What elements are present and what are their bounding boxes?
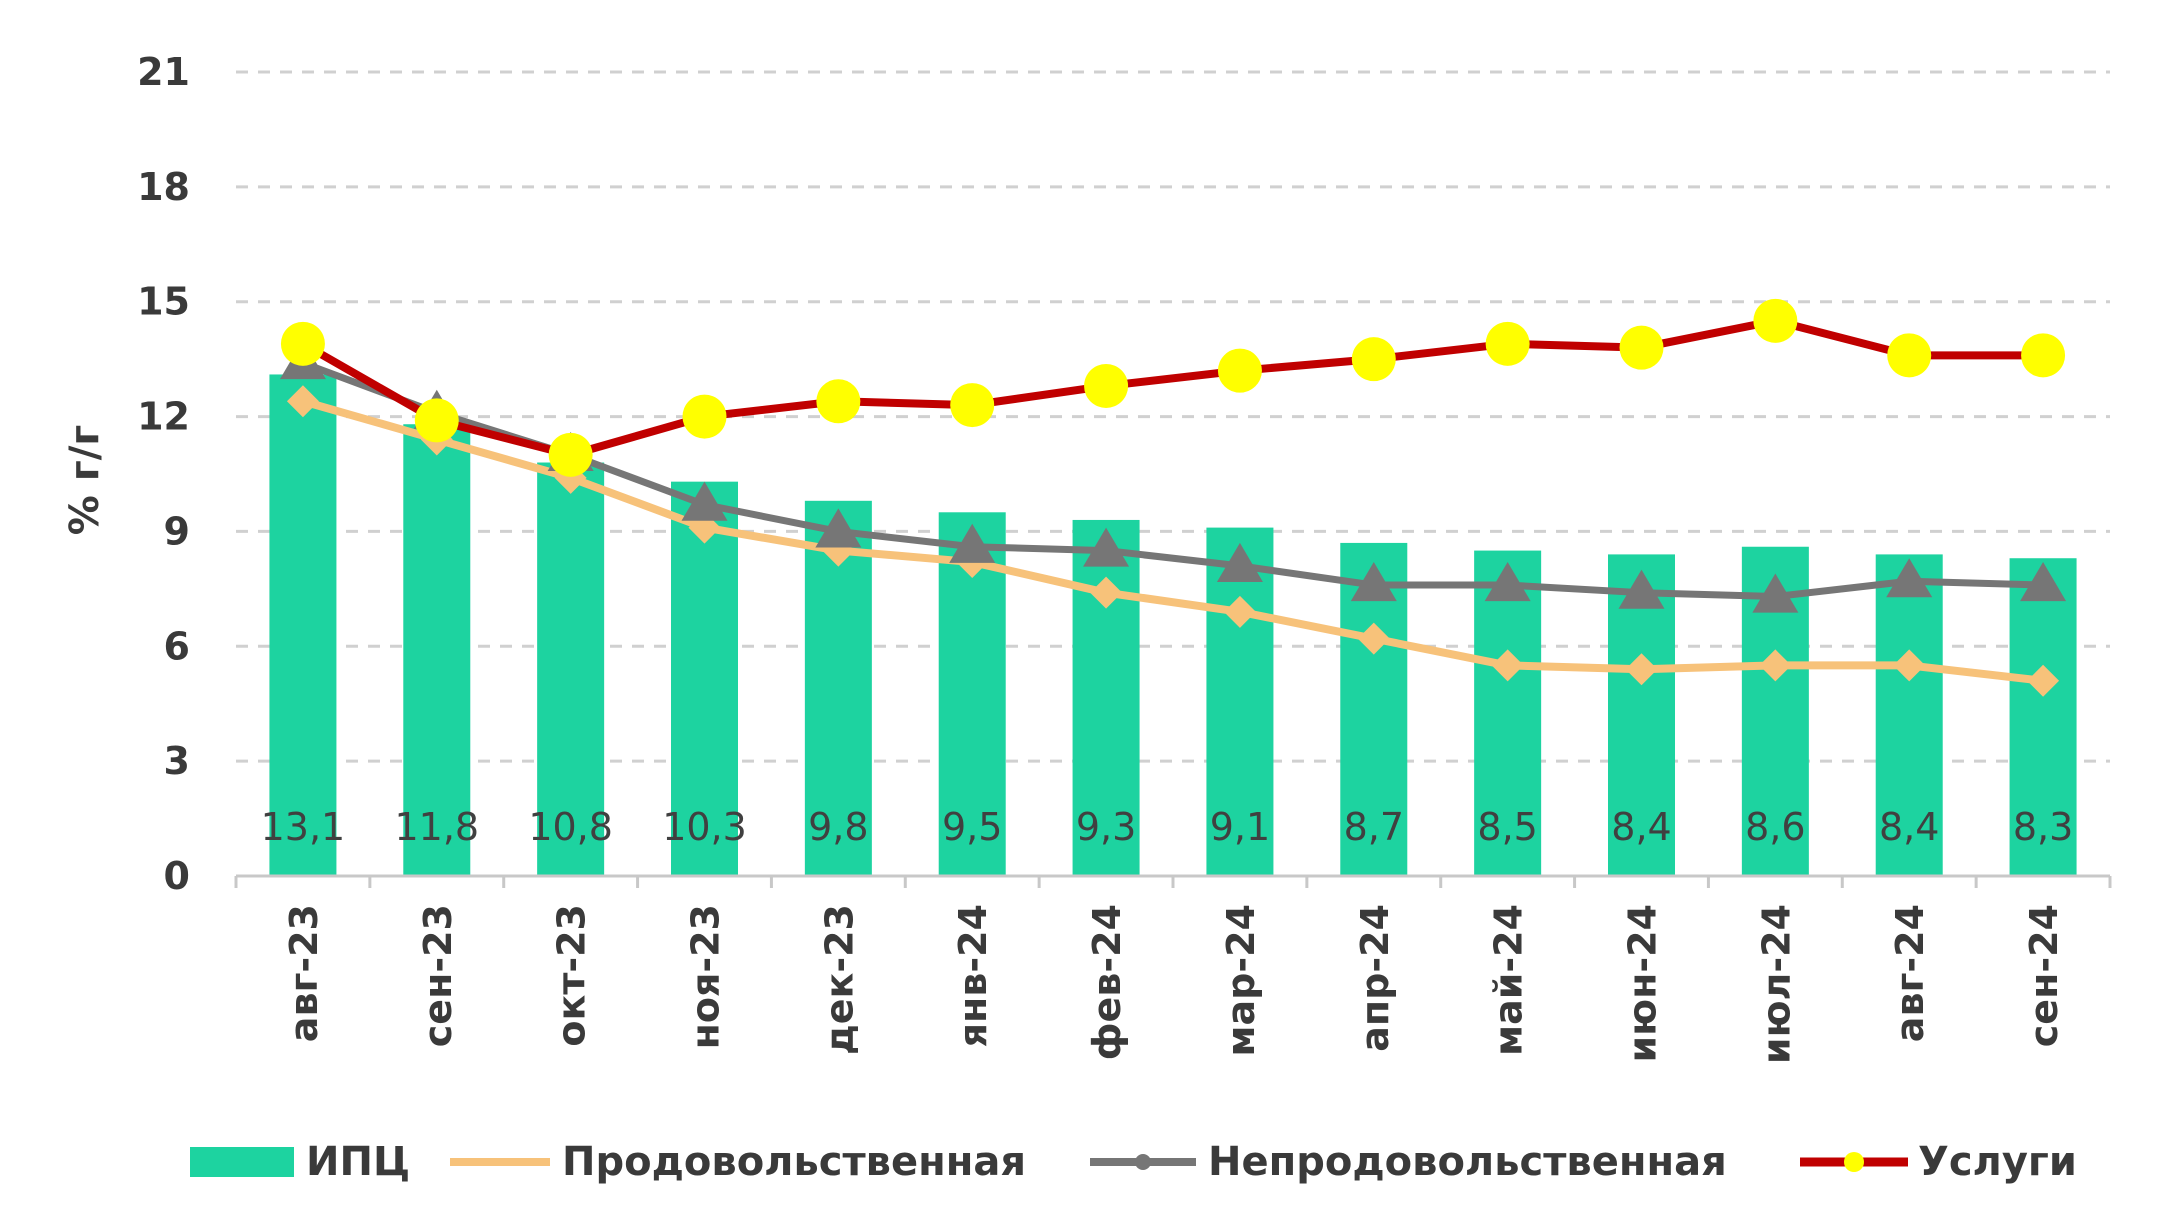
- marker-food: [688, 511, 721, 544]
- legend-marker-services: [1844, 1152, 1864, 1172]
- marker-nonfood: [1618, 569, 1665, 609]
- marker-nonfood: [1752, 573, 1799, 613]
- bar-value-label: 9,5: [942, 805, 1002, 849]
- x-tick-label: окт-23: [550, 904, 594, 1047]
- marker-services: [1217, 348, 1262, 393]
- x-tick-label: фев-24: [1085, 904, 1129, 1060]
- bar-data-labels: 13,1 11,8 10,8 10,3 9,8 9,5 9,3 9,1 8,7 8,5 8,4 8,6…: [261, 805, 2074, 849]
- x-tick-label: июл-24: [1754, 904, 1798, 1064]
- bar-value-label: 9,1: [1210, 805, 1270, 849]
- line-services: [300, 316, 2044, 459]
- bar-value-label: 8,4: [1611, 805, 1671, 849]
- marker-nonfood: [815, 508, 862, 548]
- bar-value-label: 11,8: [394, 805, 479, 849]
- marker-food: [1759, 649, 1792, 682]
- x-tick-label: ноя-23: [684, 904, 728, 1049]
- legend: ИПЦ Продовольственная Непродовольственная У…: [190, 1139, 2077, 1185]
- legend-label-cpi: ИПЦ: [306, 1139, 410, 1185]
- bar-value-label: 9,8: [808, 805, 868, 849]
- bar-value-label: 8,5: [1477, 805, 1537, 849]
- marker-services: [1485, 321, 1530, 366]
- bars: [269, 374, 2077, 876]
- marker-nonfood: [1083, 527, 1130, 567]
- marker-services: [1084, 363, 1129, 408]
- marker-nonfood: [1350, 562, 1397, 602]
- bar-value-label: 10,3: [662, 805, 747, 849]
- x-tick-label: сен-24: [2022, 904, 2066, 1047]
- y-tick-label: 15: [137, 280, 190, 324]
- line-nonfood: [301, 359, 2044, 601]
- bar-value-label: 8,4: [1879, 805, 1939, 849]
- x-tick-label: сен-23: [416, 904, 460, 1047]
- marker-food: [1357, 622, 1390, 655]
- marker-food: [2027, 664, 2060, 697]
- bar-value-label: 9,3: [1076, 805, 1136, 849]
- x-tick-label: май-24: [1487, 904, 1531, 1056]
- marker-food: [1090, 576, 1123, 609]
- x-tick-label: дек-23: [817, 904, 861, 1055]
- y-tick-label: 12: [137, 395, 190, 439]
- marker-food: [1223, 595, 1256, 628]
- marker-services: [414, 398, 459, 443]
- legend-swatch-cpi: [190, 1147, 294, 1177]
- bar-сен-24: [2009, 558, 2077, 876]
- grid-lines: [236, 70, 2110, 763]
- bar-май-24: [1474, 550, 1542, 876]
- marker-services: [1351, 337, 1396, 382]
- marker-services: [950, 383, 995, 428]
- legend-marker-nonfood: [1135, 1154, 1151, 1170]
- x-tick-label: авг-24: [1888, 904, 1932, 1042]
- marker-food: [1625, 653, 1658, 686]
- marker-services: [280, 321, 325, 366]
- y-tick-label: 0: [164, 854, 190, 898]
- bar-окт-23: [537, 462, 605, 876]
- marker-services: [548, 432, 593, 477]
- bar-авг-24: [1875, 554, 1943, 876]
- y-tick-label: 9: [164, 509, 190, 553]
- legend-label-food: Продовольственная: [562, 1139, 1026, 1185]
- bar-value-label: 10,8: [528, 805, 613, 849]
- axes: 0 3 6 9 12 15 18 21 авг-23 сен-23 окт-23 ноя-23 дек-…: [137, 50, 2112, 1064]
- marker-nonfood: [1216, 542, 1263, 582]
- legend-label-nonfood: Непродовольственная: [1208, 1139, 1727, 1185]
- bar-value-label: 8,6: [1745, 805, 1805, 849]
- x-tick-label: янв-24: [951, 904, 995, 1047]
- marker-services: [2021, 333, 2066, 378]
- bar-value-label: 13,1: [261, 805, 346, 849]
- marker-services: [1887, 333, 1932, 378]
- marker-food: [1491, 649, 1524, 682]
- marker-nonfood: [2020, 562, 2067, 602]
- x-tick-label: авг-23: [282, 904, 326, 1042]
- bar-value-label: 8,7: [1344, 805, 1404, 849]
- marker-food: [286, 385, 319, 418]
- y-tick-label: 3: [164, 739, 190, 783]
- bar-value-label: 8,3: [2013, 805, 2073, 849]
- x-tick-label: апр-24: [1353, 904, 1397, 1052]
- series-lines: [279, 298, 2067, 697]
- y-tick-label: 21: [137, 50, 190, 94]
- marker-services: [682, 394, 727, 439]
- y-tick-label: 18: [137, 165, 190, 209]
- y-axis-label: % г/г: [62, 425, 108, 535]
- marker-nonfood: [1484, 562, 1531, 602]
- y-tick-label: 6: [164, 624, 190, 668]
- marker-services: [1753, 298, 1798, 343]
- marker-services: [816, 379, 861, 424]
- marker-services: [1619, 325, 1664, 370]
- x-tick-label: мар-24: [1219, 904, 1263, 1057]
- marker-nonfood: [681, 481, 728, 521]
- bar-авг-23: [269, 374, 337, 876]
- bar-ноя-23: [671, 481, 738, 876]
- marker-nonfood: [1886, 558, 1933, 598]
- legend-label-services: Услуги: [1918, 1139, 2077, 1185]
- line-food: [301, 397, 2044, 685]
- marker-nonfood: [949, 523, 996, 563]
- marker-food: [1893, 649, 1926, 682]
- x-tick-label: июн-24: [1621, 904, 1665, 1062]
- bar-мар-24: [1206, 527, 1274, 876]
- bar-сен-23: [403, 424, 471, 876]
